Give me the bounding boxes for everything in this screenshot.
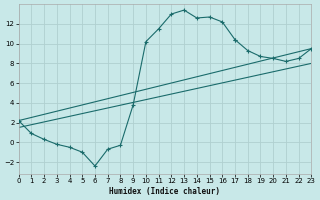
X-axis label: Humidex (Indice chaleur): Humidex (Indice chaleur): [109, 187, 220, 196]
